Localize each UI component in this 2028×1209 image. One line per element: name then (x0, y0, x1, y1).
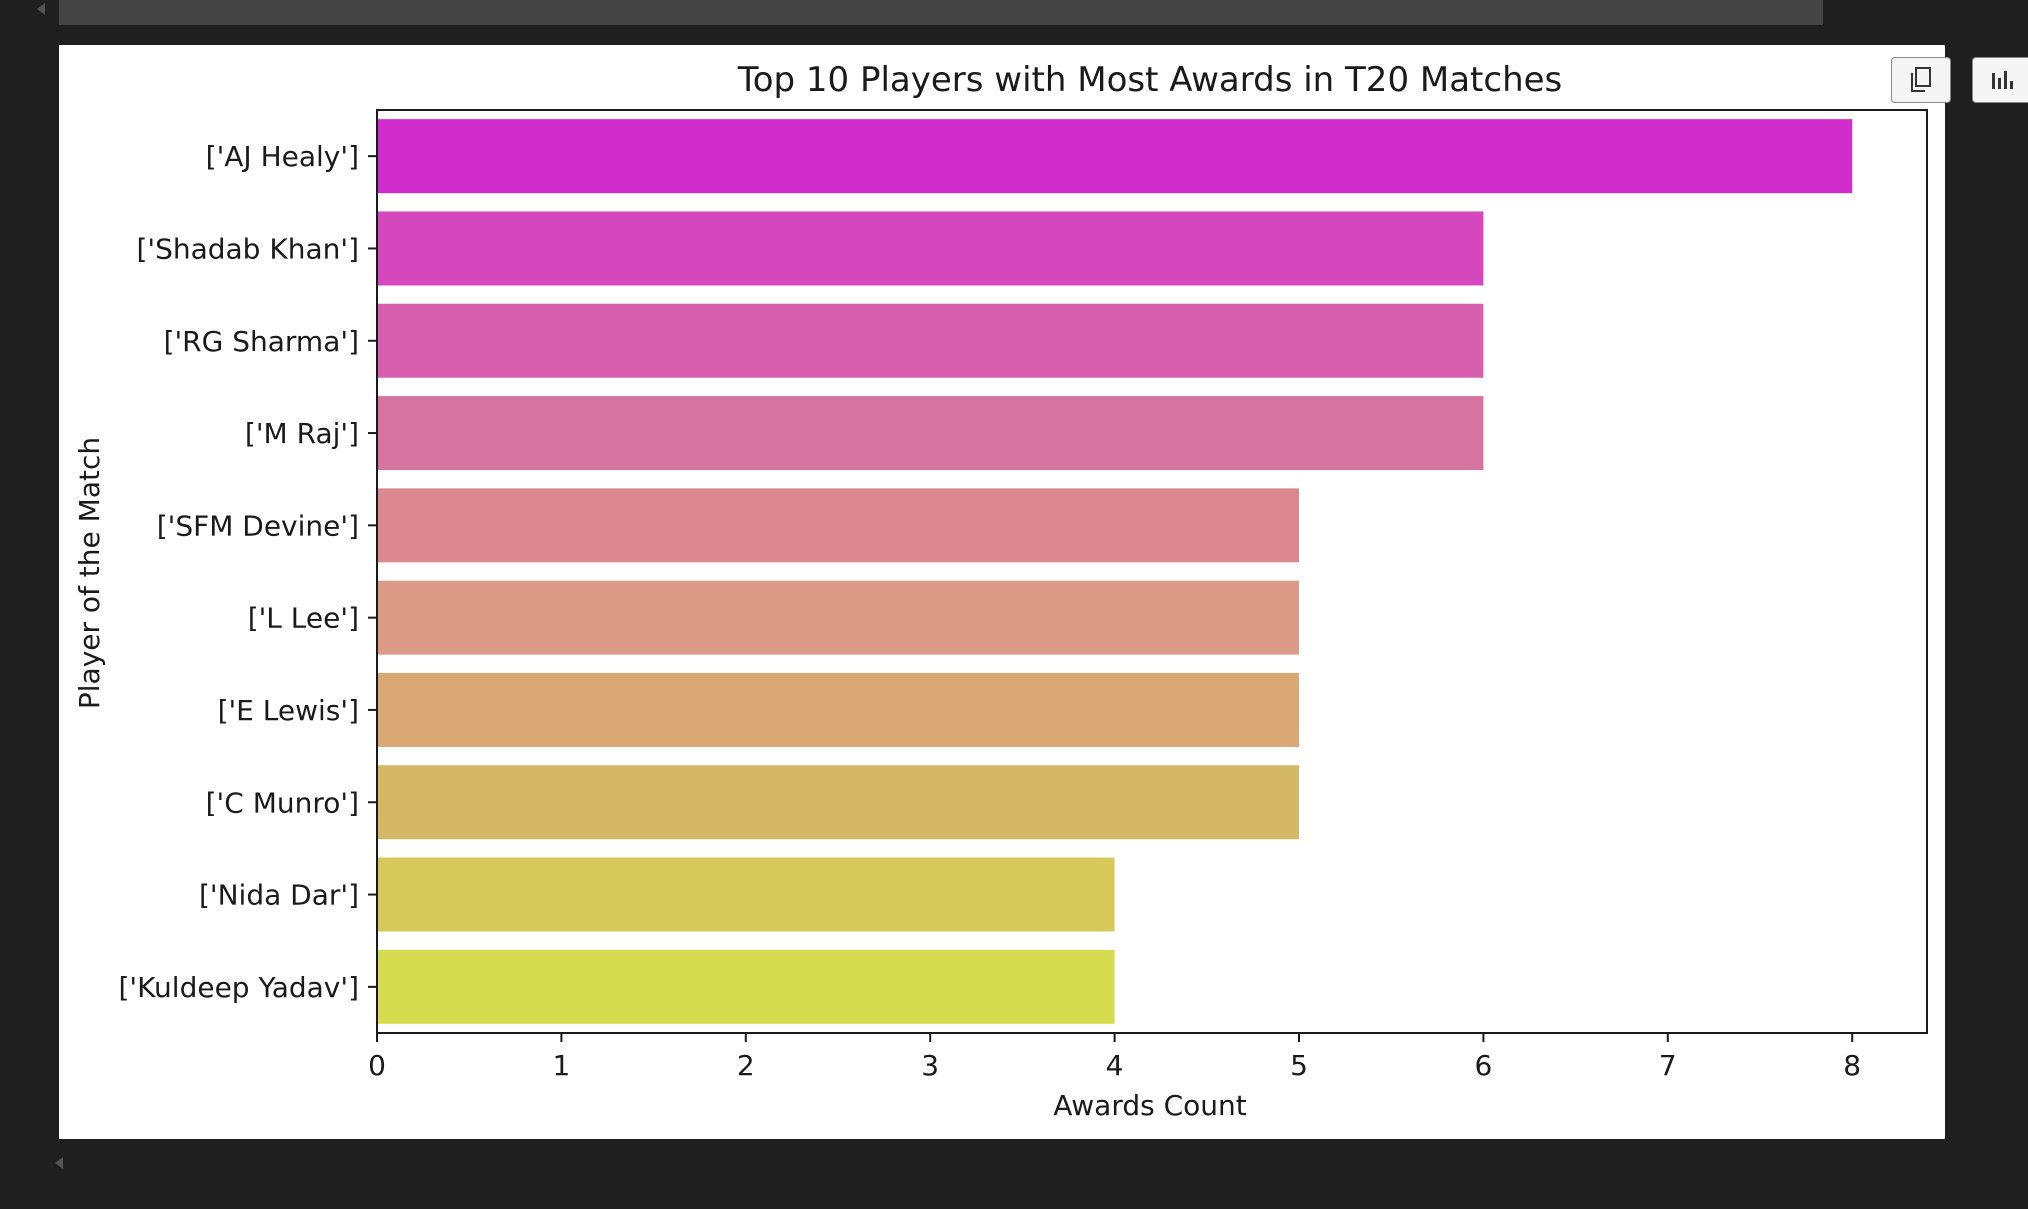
chart-title: Top 10 Players with Most Awards in T20 M… (737, 60, 1563, 100)
x-tick-label: 0 (368, 1049, 386, 1082)
y-tick-label: ['M Raj'] (245, 417, 359, 450)
plot-frame (376, 109, 1928, 1034)
y-ticks: ['AJ Healy'] ['Shadab Khan'] ['RG Sharma']… (118, 140, 377, 1004)
y-tick-label: ['E Lewis'] (218, 694, 359, 727)
x-tick-label: 4 (1106, 1049, 1124, 1082)
y-tick-label: ['Shadab Khan'] (136, 232, 359, 265)
bar (377, 488, 1299, 563)
x-tick-label: 7 (1659, 1049, 1677, 1082)
x-tick-label: 2 (737, 1049, 755, 1082)
scroll-left-arrow-icon[interactable] (37, 3, 45, 15)
scroll-left-arrow-icon[interactable] (55, 1157, 63, 1169)
x-ticks: 0 1 2 3 4 5 6 7 8 (368, 1033, 1861, 1082)
bars-layer (377, 119, 1853, 1024)
copy-output-button[interactable] (1891, 57, 1951, 103)
bar-chart-icon (1992, 71, 2013, 89)
bar (377, 396, 1484, 471)
bar (377, 857, 1115, 932)
x-tick-label: 3 (921, 1049, 939, 1082)
x-tick-label: 8 (1843, 1049, 1861, 1082)
bar (377, 949, 1115, 1024)
y-tick-label: ['SFM Devine'] (157, 509, 359, 542)
bar (377, 119, 1853, 194)
y-tick-label: ['C Munro'] (206, 786, 359, 819)
x-tick-label: 6 (1474, 1049, 1492, 1082)
y-tick-label: ['Kuldeep Yadav'] (118, 971, 359, 1004)
x-tick-label: 1 (552, 1049, 570, 1082)
bar (377, 672, 1299, 747)
x-tick-label: 5 (1290, 1049, 1308, 1082)
bar (377, 765, 1299, 840)
y-tick-label: ['RG Sharma'] (164, 325, 359, 358)
chart-figure: Top 10 Players with Most Awards in T20 M… (59, 45, 1951, 1139)
chart-view-button[interactable] (1972, 57, 2028, 103)
y-tick-label: ['Nida Dar'] (199, 879, 359, 912)
y-tick-label: ['AJ Healy'] (206, 140, 359, 173)
bar (377, 303, 1484, 378)
x-axis-label: Awards Count (1053, 1089, 1247, 1122)
bar (377, 211, 1484, 286)
top-scrollbar[interactable] (59, 0, 1823, 25)
y-axis-label: Player of the Match (73, 437, 106, 709)
bar-chart: Top 10 Players with Most Awards in T20 M… (73, 60, 1928, 1122)
copy-icon (1911, 67, 1931, 92)
bar (377, 580, 1299, 655)
y-tick-label: ['L Lee'] (248, 602, 359, 635)
